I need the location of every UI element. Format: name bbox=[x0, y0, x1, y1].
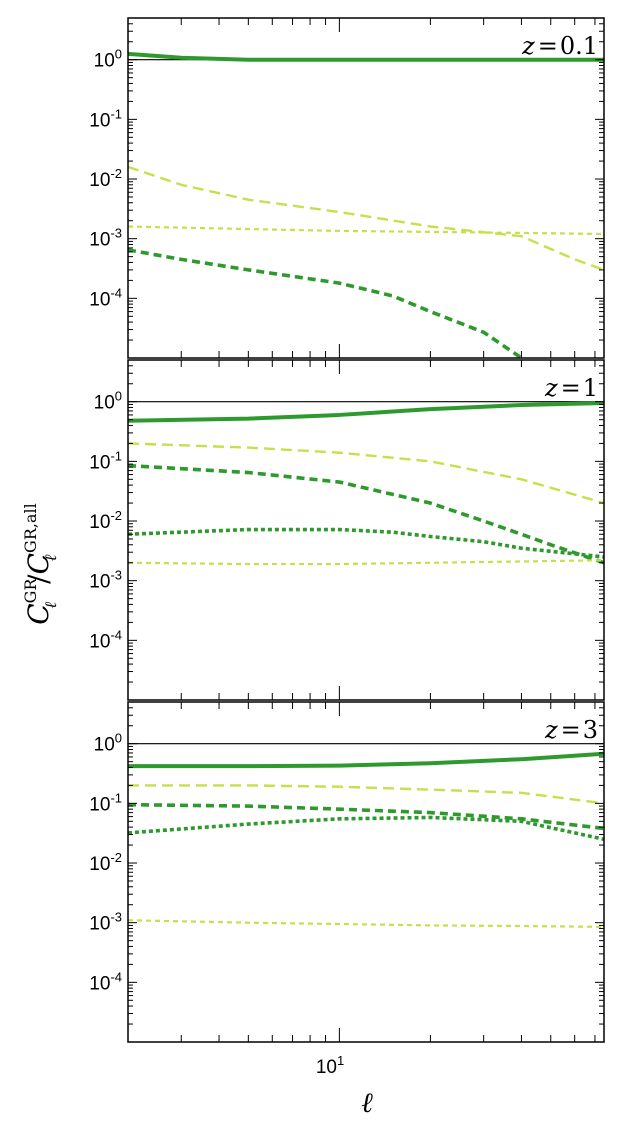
svg-text:CGRℓ/CGR,allℓ: CGRℓ/CGR,allℓ bbox=[21, 503, 60, 625]
series-line-short-dash bbox=[128, 559, 604, 566]
panel-label-value: 3 bbox=[583, 716, 598, 744]
y-title-numerator-sub: ℓ bbox=[41, 601, 60, 608]
y-tick-label-base: 10 bbox=[89, 973, 110, 994]
y-tick-label-exp: -4 bbox=[110, 627, 122, 642]
y-tick-label-exp: -4 bbox=[110, 285, 122, 300]
y-tick-label-base: 10 bbox=[89, 289, 110, 310]
y-title-numerator-sup: GR bbox=[21, 578, 40, 604]
series-group bbox=[128, 743, 604, 928]
y-tick-label: 100 bbox=[94, 47, 122, 72]
panel-label: z =3 bbox=[544, 716, 598, 744]
y-tick-label: 10-1 bbox=[89, 106, 122, 131]
y-tick-label-exp: -2 bbox=[110, 166, 122, 181]
panel-label-eq: = bbox=[561, 716, 581, 744]
y-tick-label-exp: 0 bbox=[115, 731, 122, 746]
x-tick-label-base: 10 bbox=[316, 1057, 337, 1078]
y-tick-label-base: 10 bbox=[89, 914, 110, 935]
panel-frame bbox=[127, 17, 605, 359]
y-tick-label-base: 10 bbox=[94, 51, 115, 72]
y-tick-label-base: 10 bbox=[89, 631, 110, 652]
panel-label-var: z bbox=[521, 32, 535, 60]
y-tick-label-base: 10 bbox=[94, 735, 115, 756]
y-title-numerator-symbol: C bbox=[22, 603, 55, 624]
y-tick-label-exp: -1 bbox=[110, 790, 122, 805]
series-line-long-dash bbox=[128, 784, 604, 805]
panel-label-value: 1 bbox=[583, 374, 598, 402]
y-tick-label-exp: -3 bbox=[110, 568, 122, 583]
y-tick-label: 100 bbox=[94, 731, 122, 756]
y-tick-label: 10-3 bbox=[89, 568, 122, 593]
y-tick-label-base: 10 bbox=[89, 794, 110, 815]
y-tick-label-exp: -3 bbox=[110, 226, 122, 241]
ticks bbox=[127, 17, 604, 359]
y-tick-label-base: 10 bbox=[89, 452, 110, 473]
y-title-denominator-symbol: C bbox=[22, 553, 55, 574]
y-tick-label: 10-4 bbox=[89, 285, 122, 310]
series-line-short-dash bbox=[128, 919, 604, 928]
series-line-short-dash bbox=[128, 225, 604, 236]
series-group bbox=[128, 401, 604, 566]
x-axis-title: ℓ bbox=[361, 1086, 373, 1119]
series-line-dotted bbox=[128, 815, 604, 842]
panel-frame bbox=[127, 359, 605, 701]
y-tick-label-exp: -1 bbox=[110, 106, 122, 121]
y-tick-label: 10-4 bbox=[89, 627, 122, 652]
series-line-solid bbox=[128, 51, 604, 62]
series-line-medium-dash bbox=[128, 802, 604, 831]
panel-label: z =1 bbox=[544, 374, 598, 402]
panel-label-var: z bbox=[544, 374, 558, 402]
series-group bbox=[128, 51, 604, 358]
y-tick-label-base: 10 bbox=[89, 170, 110, 191]
y-tick-label-exp: -1 bbox=[110, 448, 122, 463]
series-line-solid bbox=[128, 751, 604, 769]
series-line-medium-dash bbox=[128, 463, 604, 565]
panel-label-var: z bbox=[544, 716, 558, 744]
x-tick-label-exp: 1 bbox=[337, 1053, 344, 1068]
y-title-denominator-sup: GR,all bbox=[21, 503, 40, 553]
y-tick-label-exp: -3 bbox=[110, 910, 122, 925]
panel-label-eq: = bbox=[561, 374, 581, 402]
series-line-dotted bbox=[128, 527, 604, 559]
y-tick-label-exp: 0 bbox=[115, 47, 122, 62]
y-title-separator: / bbox=[22, 574, 55, 584]
panel-label: z =0.1 bbox=[521, 32, 598, 60]
y-tick-label: 10-2 bbox=[89, 166, 122, 191]
y-axis-title: CGRℓ/CGR,allℓ bbox=[21, 503, 60, 625]
series-line-medium-dash bbox=[128, 248, 525, 358]
y-tick-label: 10-1 bbox=[89, 790, 122, 815]
ticks bbox=[127, 701, 604, 1043]
panel-label-eq: = bbox=[538, 32, 558, 60]
series-line-long-dash bbox=[128, 442, 604, 505]
y-tick-label: 10-2 bbox=[89, 508, 122, 533]
y-tick-label-exp: -2 bbox=[110, 850, 122, 865]
series-line-long-dash bbox=[128, 165, 604, 272]
y-title-denominator-sub: ℓ bbox=[41, 554, 60, 561]
panel-frame bbox=[127, 701, 605, 1043]
y-tick-label-exp: -2 bbox=[110, 508, 122, 523]
panel-label-value: 0.1 bbox=[560, 32, 598, 60]
y-tick-label: 10-2 bbox=[89, 850, 122, 875]
y-tick-label-exp: -4 bbox=[110, 969, 122, 984]
series-line-solid bbox=[128, 401, 604, 423]
y-tick-label: 10-1 bbox=[89, 448, 122, 473]
y-tick-label: 100 bbox=[94, 389, 122, 414]
y-tick-label: 10-4 bbox=[89, 969, 122, 994]
y-tick-label-base: 10 bbox=[89, 230, 110, 251]
y-tick-label-base: 10 bbox=[94, 393, 115, 414]
x-tick-label: 101 bbox=[316, 1053, 344, 1078]
y-tick-label-base: 10 bbox=[89, 572, 110, 593]
y-tick-label-base: 10 bbox=[89, 110, 110, 131]
y-tick-label-exp: 0 bbox=[115, 389, 122, 404]
y-tick-label-base: 10 bbox=[89, 512, 110, 533]
y-tick-label-base: 10 bbox=[89, 854, 110, 875]
y-tick-label: 10-3 bbox=[89, 910, 122, 935]
y-tick-label: 10-3 bbox=[89, 226, 122, 251]
